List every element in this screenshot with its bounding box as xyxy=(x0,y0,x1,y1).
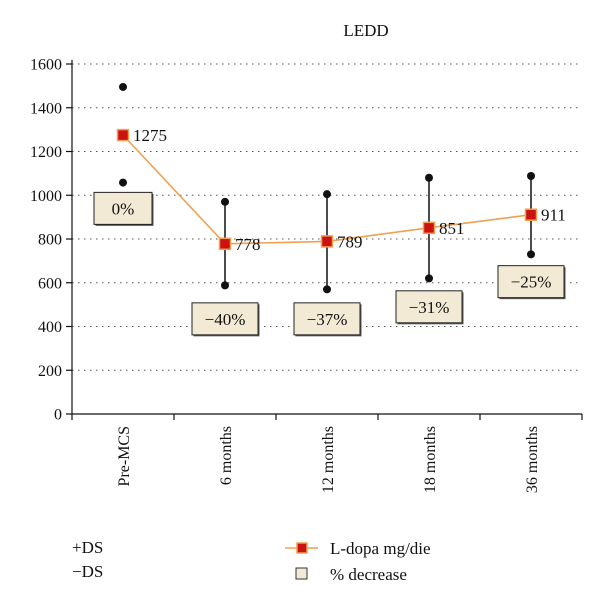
range-low-dot xyxy=(425,274,433,282)
range-low-dot xyxy=(527,250,535,258)
range-high-dot xyxy=(119,83,127,91)
legend-line-label: L-dopa mg/die xyxy=(330,539,431,558)
y-tick-label: 800 xyxy=(38,232,62,249)
y-tick-label: 200 xyxy=(38,363,62,380)
data-label: 778 xyxy=(235,235,261,254)
range-bars xyxy=(119,83,535,293)
percent-label: −37% xyxy=(307,310,348,329)
legend-box-swatch xyxy=(296,568,307,579)
legend-marker-swatch xyxy=(297,543,307,553)
percent-label: −25% xyxy=(511,273,552,292)
y-tick-label: 1600 xyxy=(30,57,62,74)
percent-label: −40% xyxy=(205,310,246,329)
percent-label: −31% xyxy=(409,298,450,317)
series-marker xyxy=(526,209,537,220)
data-label: 1275 xyxy=(133,126,167,145)
range-low-dot xyxy=(119,179,127,187)
x-tick-label: 6 months xyxy=(218,426,235,485)
y-tick-label: 1000 xyxy=(30,188,62,205)
series-marker xyxy=(220,238,231,249)
range-high-dot xyxy=(221,198,229,206)
x-tick-label: 36 months xyxy=(524,426,541,493)
x-tick-label: Pre-MCS xyxy=(116,426,133,486)
data-label: 851 xyxy=(439,219,465,238)
legend-plus-ds: +DS xyxy=(72,538,103,557)
legend-box-label: % decrease xyxy=(330,565,407,584)
range-low-dot xyxy=(221,281,229,289)
chart-title: LEDD xyxy=(343,21,388,40)
range-low-dot xyxy=(323,285,331,293)
series-marker xyxy=(322,236,333,247)
series-marker xyxy=(118,130,129,141)
range-high-dot xyxy=(425,174,433,182)
percent-label: 0% xyxy=(112,199,135,218)
y-tick-label: 600 xyxy=(38,275,62,292)
x-tick-label: 12 months xyxy=(320,426,337,493)
data-label: 911 xyxy=(541,206,566,225)
percent-boxes: 0% −40% −37% −31% −25% xyxy=(94,192,566,336)
legend-minus-ds: −DS xyxy=(72,562,103,581)
data-label: 789 xyxy=(337,232,363,251)
range-high-dot xyxy=(323,190,331,198)
y-tick-label: 1400 xyxy=(30,100,62,117)
y-tick-label: 1200 xyxy=(30,144,62,161)
y-tick-label: 400 xyxy=(38,319,62,336)
y-tick-label: 0 xyxy=(54,407,62,424)
legend: L-dopa mg/die % decrease +DS −DS xyxy=(72,538,431,584)
series-marker xyxy=(424,222,435,233)
series-line: 1275 778 789 851 911 xyxy=(118,126,566,254)
x-tick-label: 18 months xyxy=(422,426,439,493)
range-high-dot xyxy=(527,172,535,180)
